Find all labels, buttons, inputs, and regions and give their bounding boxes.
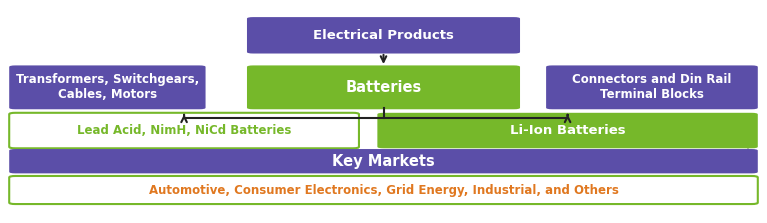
Text: Connectors and Din Rail
Terminal Blocks: Connectors and Din Rail Terminal Blocks [572, 73, 732, 101]
FancyBboxPatch shape [9, 176, 758, 204]
Text: Transformers, Switchgears,
Cables, Motors: Transformers, Switchgears, Cables, Motor… [16, 73, 199, 101]
Text: Automotive, Consumer Electronics, Grid Energy, Industrial, and Others: Automotive, Consumer Electronics, Grid E… [149, 184, 618, 196]
FancyBboxPatch shape [247, 17, 520, 54]
FancyBboxPatch shape [247, 65, 520, 109]
FancyBboxPatch shape [9, 149, 758, 173]
Text: Li-Ion Batteries: Li-Ion Batteries [510, 124, 625, 137]
Text: Key Markets: Key Markets [332, 154, 435, 169]
Text: Lead Acid, NimH, NiCd Batteries: Lead Acid, NimH, NiCd Batteries [77, 124, 291, 137]
FancyBboxPatch shape [377, 113, 758, 148]
FancyBboxPatch shape [546, 65, 758, 109]
FancyBboxPatch shape [9, 65, 206, 109]
Text: Electrical Products: Electrical Products [313, 29, 454, 42]
FancyBboxPatch shape [9, 113, 359, 148]
Text: Batteries: Batteries [345, 80, 422, 95]
